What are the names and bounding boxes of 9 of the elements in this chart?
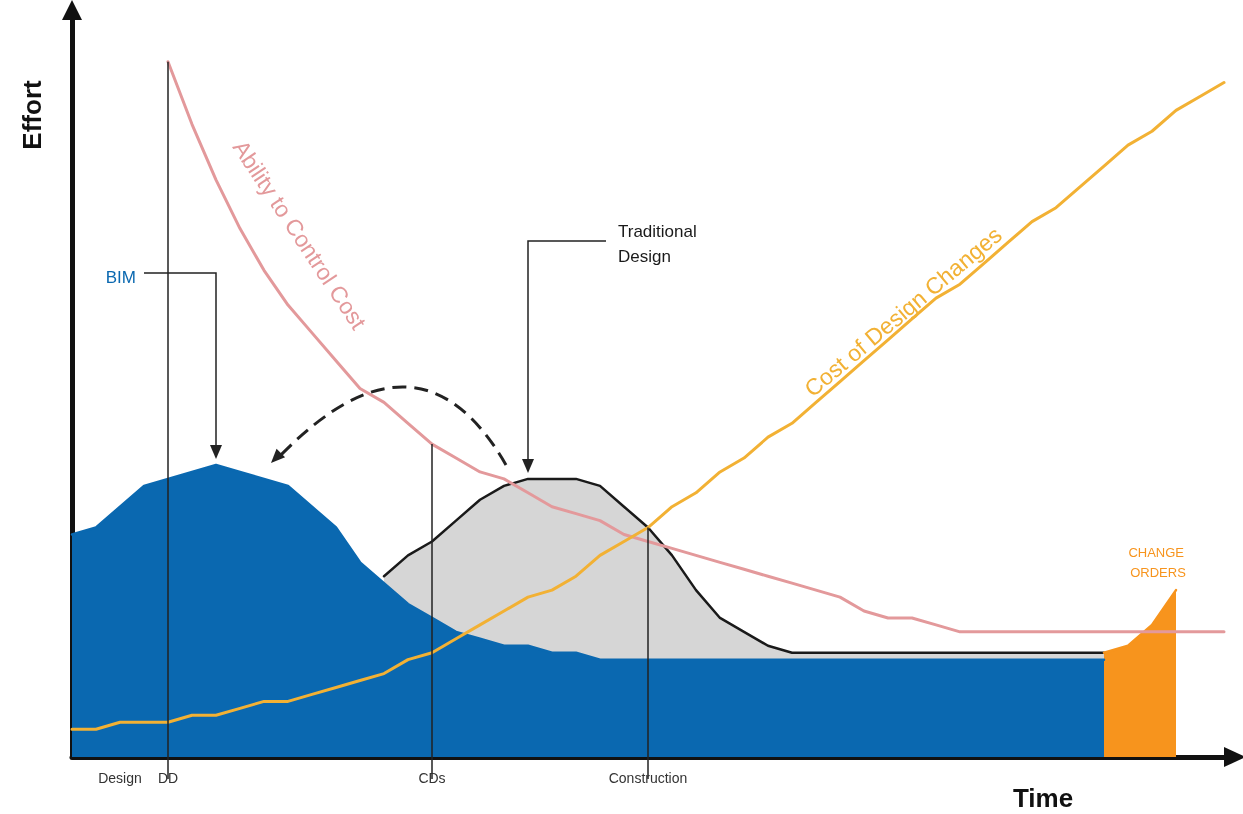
x-tick-label: CDs (418, 770, 446, 786)
x-axis-title: Time (1012, 783, 1074, 813)
x-tick-label: DD (157, 770, 179, 786)
text: Traditional Design (618, 221, 702, 266)
series-label: CHANGE ORDERS (1128, 544, 1188, 580)
y-axis-title: Effort (17, 80, 47, 150)
text: BIM (105, 267, 136, 287)
x-tick-label: Construction (608, 770, 688, 786)
x-tick-label: Design (98, 770, 142, 786)
